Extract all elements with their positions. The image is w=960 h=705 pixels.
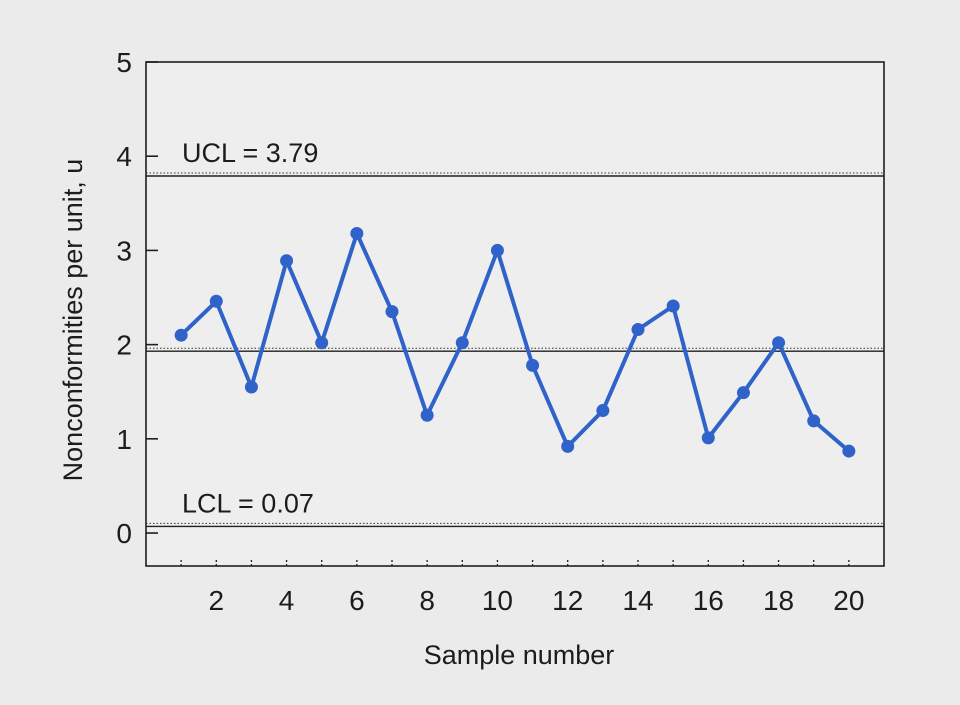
data-point — [772, 336, 786, 350]
data-point — [807, 414, 821, 428]
data-point — [209, 294, 223, 308]
data-point — [561, 439, 575, 453]
ucl-label: UCL = 3.79 — [182, 138, 318, 168]
data-point — [631, 323, 645, 337]
data-point — [666, 299, 680, 313]
data-point — [280, 254, 294, 268]
data-point — [842, 444, 856, 458]
x-tick-label: 8 — [419, 585, 435, 616]
data-point — [736, 386, 750, 400]
x-tick-label: 10 — [482, 585, 513, 616]
x-tick-label: 18 — [763, 585, 794, 616]
y-tick-label: 4 — [116, 141, 132, 172]
data-point — [420, 408, 434, 422]
y-tick-label: 3 — [116, 235, 132, 266]
data-point — [455, 336, 469, 350]
data-point — [701, 431, 715, 445]
y-tick-label: 1 — [116, 424, 132, 455]
x-tick-label: 2 — [208, 585, 224, 616]
y-tick-label: 5 — [116, 47, 132, 78]
x-tick-label: 6 — [349, 585, 365, 616]
data-point — [490, 243, 504, 257]
x-tick-label: 4 — [279, 585, 295, 616]
x-tick-label: 20 — [833, 585, 864, 616]
x-axis-title: Sample number — [424, 640, 615, 670]
data-point — [526, 358, 540, 372]
y-axis-title: Nonconformities per unit, u — [58, 159, 88, 482]
x-tick-label: 12 — [552, 585, 583, 616]
y-tick-label: 0 — [116, 518, 132, 549]
lcl-label: LCL = 0.07 — [182, 488, 314, 518]
data-point — [315, 336, 329, 350]
data-point — [244, 380, 258, 394]
y-tick-label: 2 — [116, 330, 132, 361]
data-point — [174, 328, 188, 342]
series-line — [179, 231, 851, 453]
data-point — [385, 305, 399, 319]
x-tick-label: 16 — [693, 585, 724, 616]
data-point — [596, 404, 610, 418]
x-tick-label: 14 — [622, 585, 653, 616]
data-point — [350, 226, 364, 240]
